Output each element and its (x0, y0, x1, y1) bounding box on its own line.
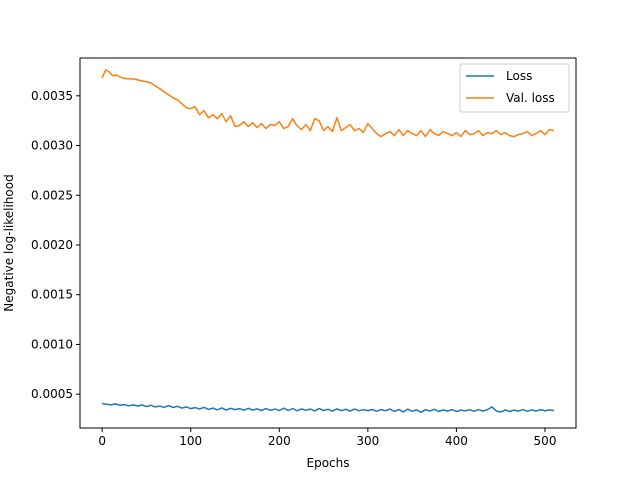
series-line-loss (101, 402, 555, 414)
y-tick-label: 0.0005 (31, 387, 73, 401)
legend-label-loss: Loss (506, 69, 532, 83)
x-tick-label: 0 (98, 434, 106, 448)
x-tick-label: 100 (179, 434, 202, 448)
series-layer (101, 69, 555, 414)
legend: Loss Val. loss (459, 63, 570, 113)
y-tick-label: 0.0030 (31, 139, 73, 153)
legend-label-val-loss: Val. loss (506, 91, 555, 105)
y-tick-label: 0.0035 (31, 89, 73, 103)
y-tick-label: 0.0015 (31, 288, 73, 302)
y-tick-label: 0.0025 (31, 188, 73, 202)
y-axis: 0.0005 0.0010 0.0015 0.0020 0.0025 0.0030 0.00… (31, 89, 80, 401)
x-tick-label: 300 (356, 434, 379, 448)
x-tick-label: 500 (534, 434, 557, 448)
plot-area (80, 58, 576, 428)
x-tick-label: 200 (268, 434, 291, 448)
y-tick-label: 0.0020 (31, 238, 73, 252)
y-axis-label: Negative log-likelihood (2, 174, 16, 311)
plot-frame (79, 57, 577, 429)
x-axis-label: Epochs (307, 456, 350, 470)
x-tick-label: 400 (445, 434, 468, 448)
x-axis: 0 100 200 300 400 500 (98, 428, 556, 448)
y-tick-label: 0.0010 (31, 337, 73, 351)
series-line-val-loss (101, 69, 555, 138)
